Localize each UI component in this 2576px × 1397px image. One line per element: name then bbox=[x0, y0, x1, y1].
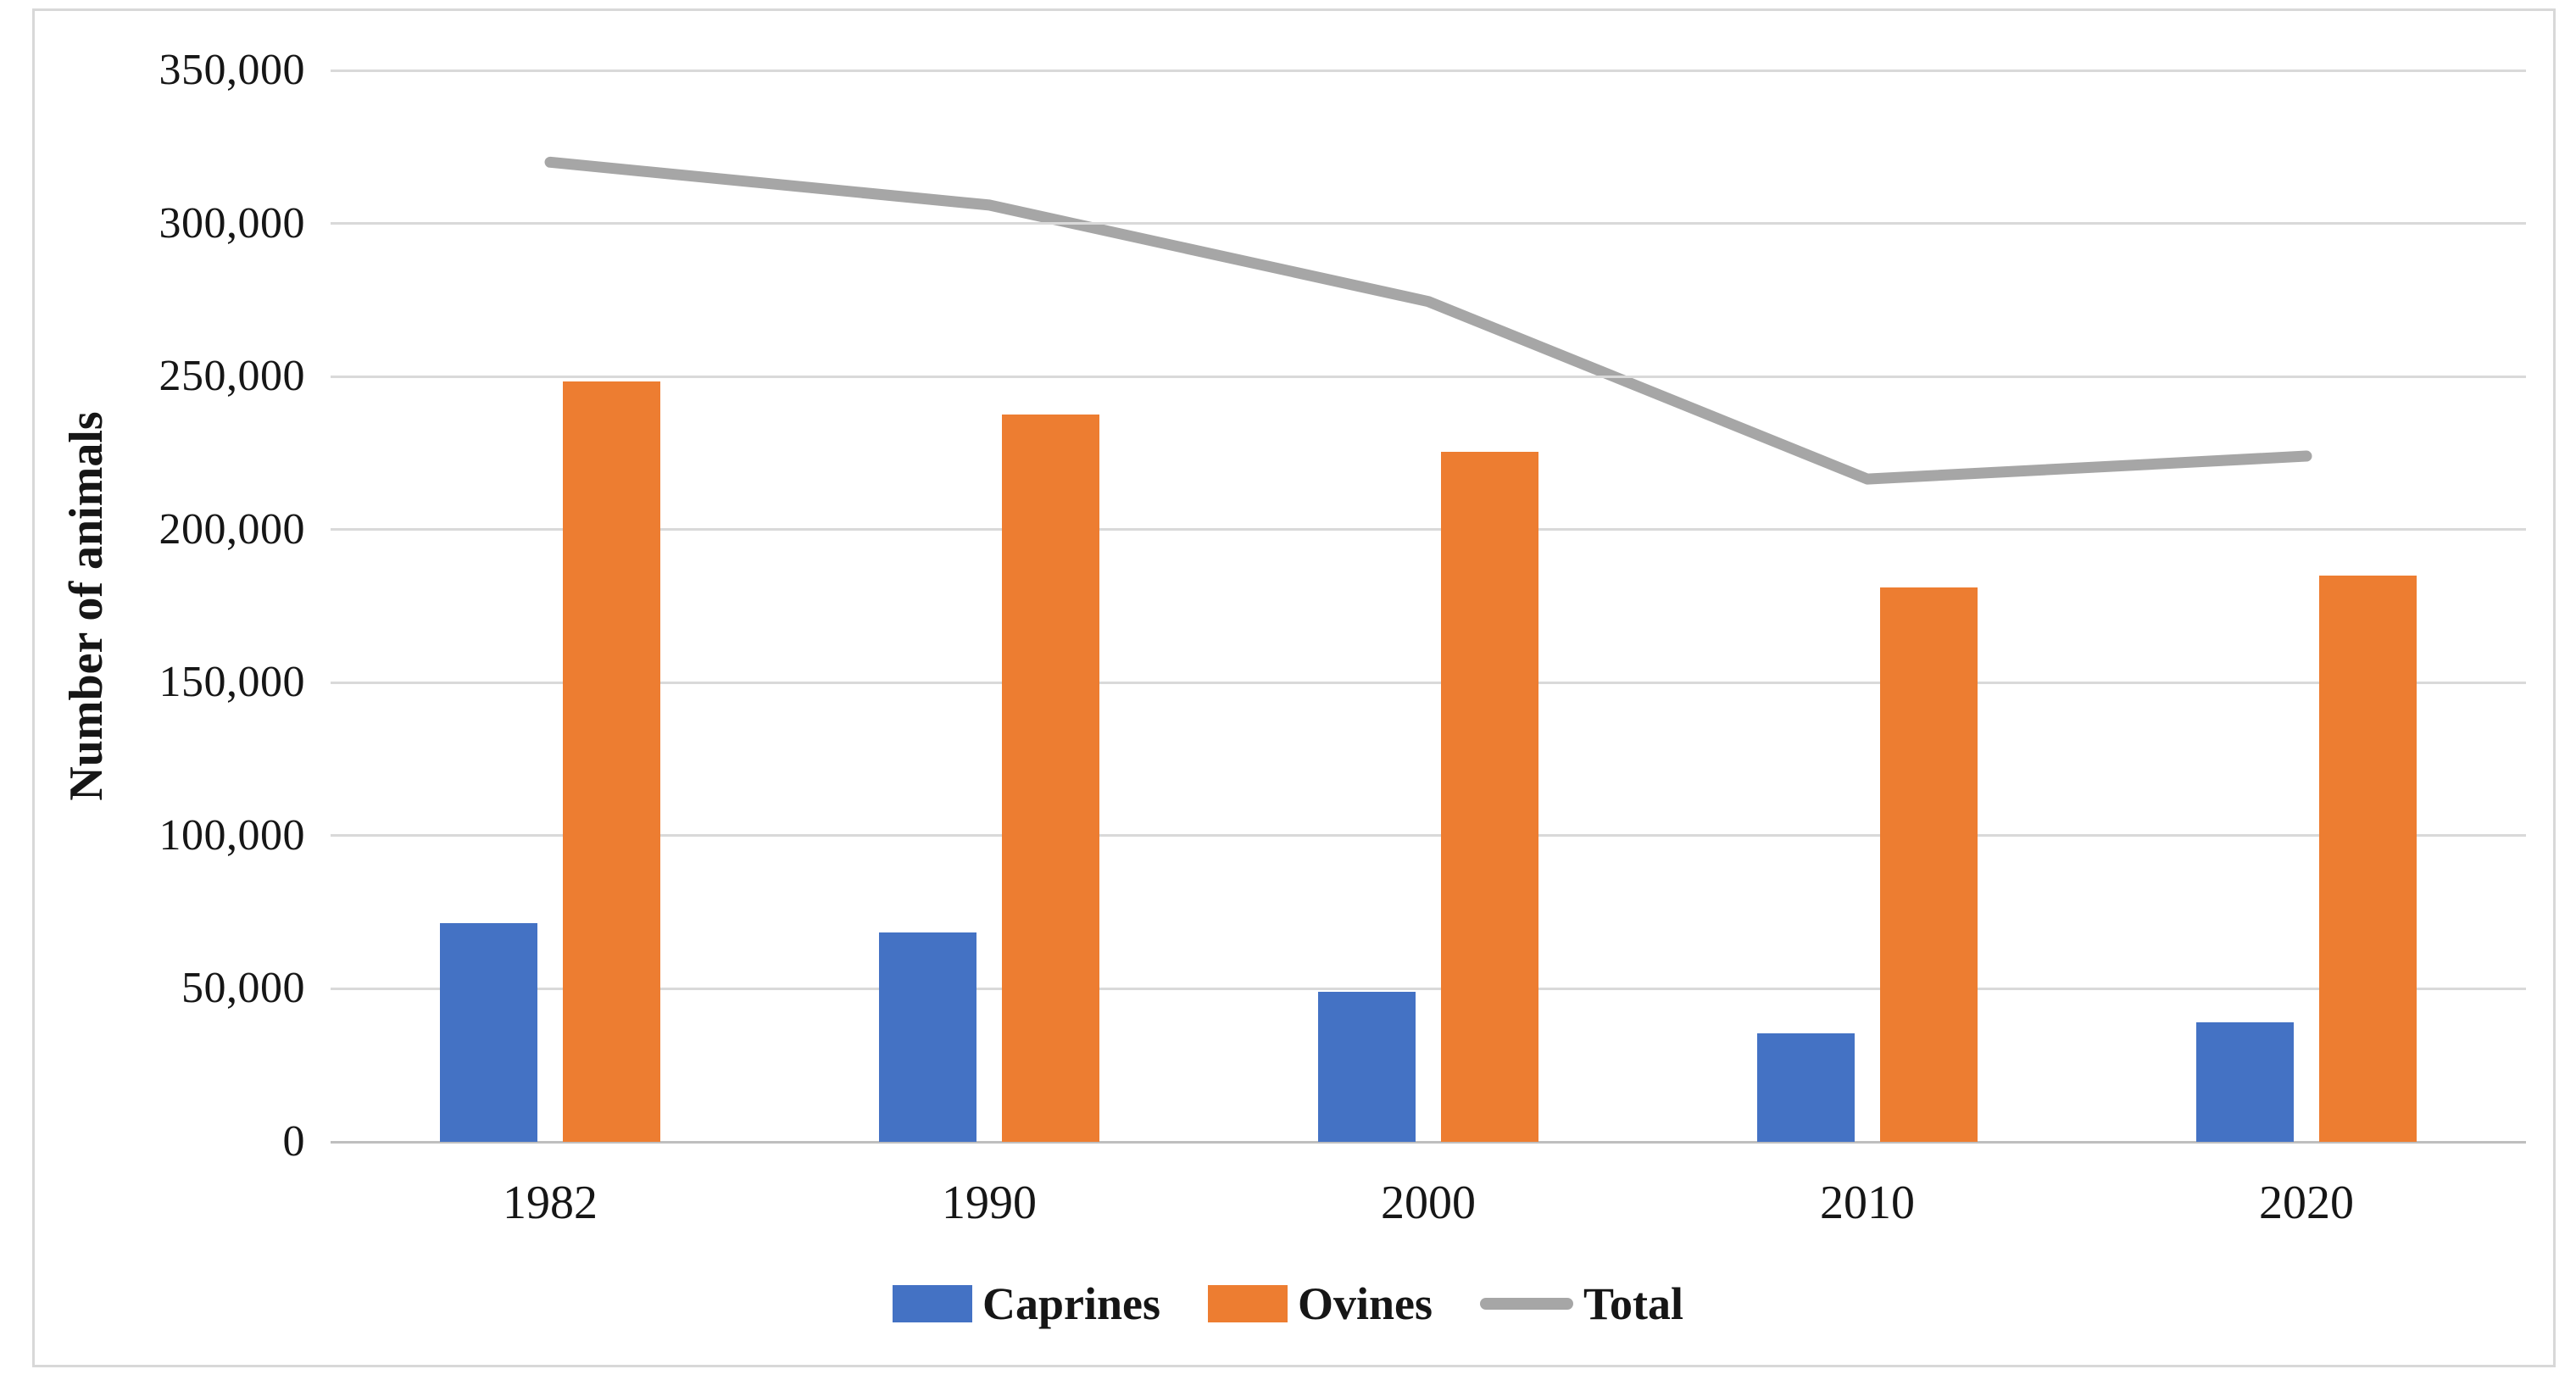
bar-caprines-1982 bbox=[440, 922, 537, 1142]
bar-caprines-1990 bbox=[879, 932, 976, 1142]
y-tick-label-200,000: 200,000 bbox=[159, 504, 305, 554]
legend-item-ovines: Ovines bbox=[1207, 1278, 1433, 1329]
legend-item-total: Total bbox=[1480, 1278, 1683, 1329]
legend-swatch-caprines-square-icon bbox=[892, 1285, 972, 1322]
legend: Caprines Ovines Total bbox=[0, 1278, 2576, 1329]
y-tick-label-300,000: 300,000 bbox=[159, 198, 305, 248]
legend-label-ovines: Ovines bbox=[1297, 1278, 1433, 1329]
legend-swatch-total-line-icon bbox=[1480, 1298, 1573, 1310]
y-tick-label-150,000: 150,000 bbox=[159, 658, 305, 707]
y-tick-label-50,000: 50,000 bbox=[181, 964, 305, 1013]
legend-label-total: Total bbox=[1583, 1278, 1684, 1329]
x-tick-label-2000: 2000 bbox=[1381, 1177, 1476, 1229]
gridline-150,000 bbox=[331, 681, 2526, 684]
y-tick-label-250,000: 250,000 bbox=[159, 352, 305, 401]
gridline-350,000 bbox=[331, 69, 2526, 72]
bar-ovines-1990 bbox=[1002, 415, 1099, 1142]
gridline-200,000 bbox=[331, 528, 2526, 532]
y-tick-label-100,000: 100,000 bbox=[159, 810, 305, 860]
y-tick-label-350,000: 350,000 bbox=[159, 46, 305, 94]
gridline-250,000 bbox=[331, 375, 2526, 378]
y-tick-label-0: 0 bbox=[282, 1117, 305, 1166]
gridline-300,000 bbox=[331, 222, 2526, 225]
legend-swatch-ovines-square-icon bbox=[1207, 1285, 1288, 1322]
legend-item-caprines: Caprines bbox=[892, 1278, 1160, 1329]
gridline-100,000 bbox=[331, 834, 2526, 838]
legend-label-caprines: Caprines bbox=[982, 1278, 1160, 1329]
bar-ovines-2020 bbox=[2319, 575, 2417, 1142]
bar-caprines-2000 bbox=[1318, 992, 1416, 1142]
bar-caprines-2020 bbox=[2196, 1022, 2294, 1142]
bar-caprines-2010 bbox=[1757, 1032, 1855, 1142]
gridline-50,000 bbox=[331, 987, 2526, 990]
x-tick-label-2020: 2020 bbox=[2259, 1177, 2354, 1229]
x-tick-label-2010: 2010 bbox=[1820, 1177, 1915, 1229]
x-tick-label-1990: 1990 bbox=[942, 1177, 1037, 1229]
bar-ovines-1982 bbox=[563, 381, 660, 1142]
x-tick-label-1982: 1982 bbox=[503, 1177, 598, 1229]
x-axis-line bbox=[331, 1140, 2526, 1144]
bar-ovines-2000 bbox=[1441, 451, 1538, 1142]
bar-ovines-2010 bbox=[1880, 587, 1978, 1142]
